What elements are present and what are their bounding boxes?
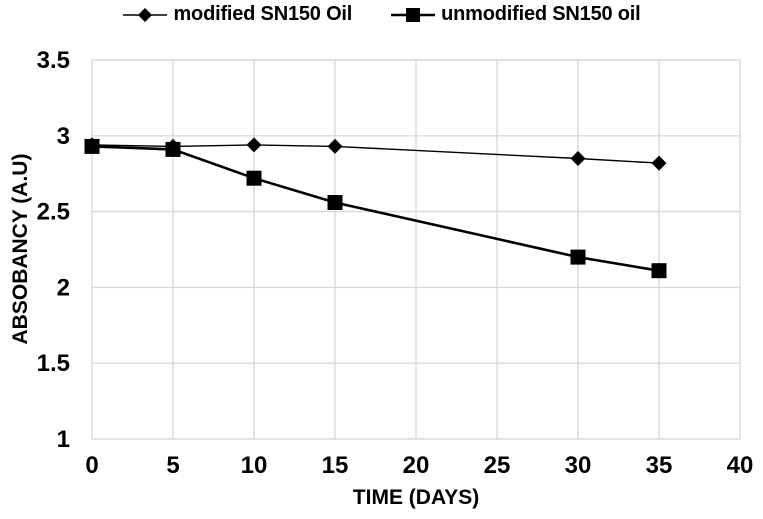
x-axis-tick-label: 15 bbox=[322, 452, 349, 479]
square-data-marker bbox=[84, 138, 100, 154]
diamond-data-marker bbox=[651, 155, 667, 171]
x-axis-tick-label: 5 bbox=[166, 452, 179, 479]
x-axis-tick-label: 35 bbox=[646, 452, 673, 479]
x-axis-tick-label: 25 bbox=[484, 452, 511, 479]
square-marker-icon bbox=[391, 7, 436, 22]
diamond-data-marker bbox=[570, 151, 586, 166]
square-data-marker bbox=[327, 195, 343, 210]
y-axis-tick-label: 3.5 bbox=[37, 47, 70, 74]
legend-label-unmodified-oil: unmodified SN150 oil bbox=[441, 3, 641, 25]
square-data-marker bbox=[246, 170, 262, 186]
x-axis-tick-label: 30 bbox=[565, 452, 592, 479]
y-axis-tick-label: 2.5 bbox=[37, 199, 70, 226]
x-axis-tick-label: 40 bbox=[727, 452, 754, 479]
square-data-marker bbox=[165, 141, 181, 157]
x-axis-title: TIME (DAYS) bbox=[352, 486, 480, 509]
y-axis-tick-label: 2 bbox=[57, 274, 70, 301]
diamond-marker-icon bbox=[123, 7, 168, 22]
legend-item-modified-oil: modified SN150 Oil bbox=[122, 3, 352, 26]
legend-label-modified-oil: modified SN150 Oil bbox=[173, 3, 353, 25]
y-axis-tick-label: 3 bbox=[57, 123, 70, 150]
y-axis-tick-label: 1.5 bbox=[37, 350, 70, 377]
diamond-data-marker bbox=[246, 137, 262, 153]
legend-item-unmodified-oil: unmodified SN150 oil bbox=[390, 3, 641, 26]
y-axis-title: ABSOBANCY (A.U) bbox=[9, 153, 32, 345]
x-axis-tick-label: 20 bbox=[403, 452, 430, 479]
x-axis-tick-label: 10 bbox=[241, 452, 268, 479]
chart-legend: modified SN150 Oil unmodified SN150 oil bbox=[0, 3, 763, 26]
y-axis-tick-label: 1 bbox=[57, 426, 70, 453]
x-axis-tick-label: 0 bbox=[85, 452, 98, 479]
square-data-marker bbox=[651, 263, 667, 279]
square-data-marker bbox=[570, 249, 586, 265]
series-line-unmodified bbox=[91, 145, 660, 272]
diamond-data-marker bbox=[327, 138, 343, 154]
series-line-modified bbox=[91, 144, 660, 164]
